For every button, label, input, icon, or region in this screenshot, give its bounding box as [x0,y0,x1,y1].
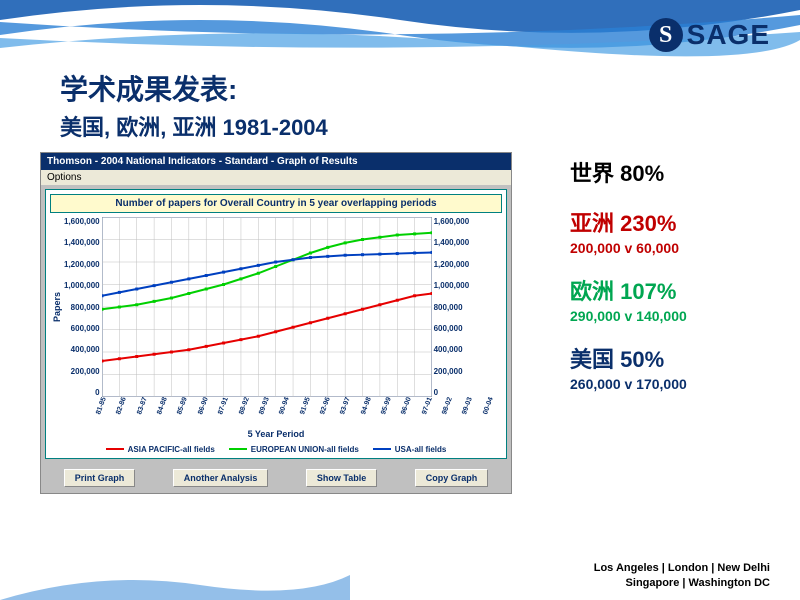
stat-item: 美国 50% 260,000 v 170,000 [570,342,687,392]
stat-item: 世界 80% [570,156,687,188]
sage-logo: S SAGE [649,18,770,52]
stat-item: 亚洲 230% 200,000 v 60,000 [570,206,687,256]
stat-big: 欧洲 107% [570,274,687,306]
y-ticks-left: 1,600,0001,400,0001,200,0001,000,000800,… [64,217,102,397]
chart-button[interactable]: Another Analysis [173,469,269,487]
chart-button[interactable]: Show Table [306,469,377,487]
title-sub: 美国, 欧洲, 亚洲 1981-2004 [60,110,800,142]
legend-swatch [106,448,124,450]
button-row: Print Graph Another Analysis Show Table Cop… [41,463,511,493]
chart-button[interactable]: Copy Graph [415,469,489,487]
window-titlebar: Thomson - 2004 National Indicators - Sta… [41,153,511,170]
chart-legend: ASIA PACIFIC-all fields EUROPEAN UNION-al… [50,445,502,454]
legend-swatch [229,448,247,450]
legend-item: USA-all fields [373,445,447,454]
title-main: 学术成果发表: [60,68,800,108]
logo-word: SAGE [687,19,770,51]
legend-label: ASIA PACIFIC-all fields [128,445,215,454]
stat-item: 欧洲 107% 290,000 v 140,000 [570,274,687,324]
stat-small: 200,000 v 60,000 [570,240,687,256]
chart-area: Number of papers for Overall Country in … [45,189,507,459]
chart-caption: Number of papers for Overall Country in … [50,194,502,213]
x-ticks: 81-8582-8683-8784-8885-8986-9087-9188-92… [98,397,492,415]
legend-swatch [373,448,391,450]
stat-big: 美国 50% [570,342,687,374]
stats-panel: 世界 80% 亚洲 230% 200,000 v 60,000 欧洲 107% 290,… [570,152,687,494]
stat-small: 260,000 v 170,000 [570,376,687,392]
footer-line2: Singapore | Washington DC [594,576,770,590]
stat-big: 世界 80% [570,156,687,188]
legend-label: EUROPEAN UNION-all fields [251,445,359,454]
footer-line1: Los Angeles | London | New Delhi [594,561,770,575]
footer-cities: Los Angeles | London | New Delhi Singapo… [594,561,770,590]
window-menu[interactable]: Options [41,170,511,185]
legend-item: EUROPEAN UNION-all fields [229,445,359,454]
chart-window: Thomson - 2004 National Indicators - Sta… [40,152,512,494]
footer-wave [0,560,350,600]
x-axis-label: 5 Year Period [50,429,502,439]
chart-button[interactable]: Print Graph [64,469,136,487]
line-chart [102,217,432,397]
legend-item: ASIA PACIFIC-all fields [106,445,215,454]
y-ticks-right: 1,600,0001,400,0001,200,0001,000,000800,… [432,217,470,397]
legend-label: USA-all fields [395,445,447,454]
stat-big: 亚洲 230% [570,206,687,238]
y-axis-label: Papers [50,292,64,322]
slide-title: 学术成果发表: 美国, 欧洲, 亚洲 1981-2004 [60,68,800,142]
stat-small: 290,000 v 140,000 [570,308,687,324]
logo-disc: S [649,18,683,52]
